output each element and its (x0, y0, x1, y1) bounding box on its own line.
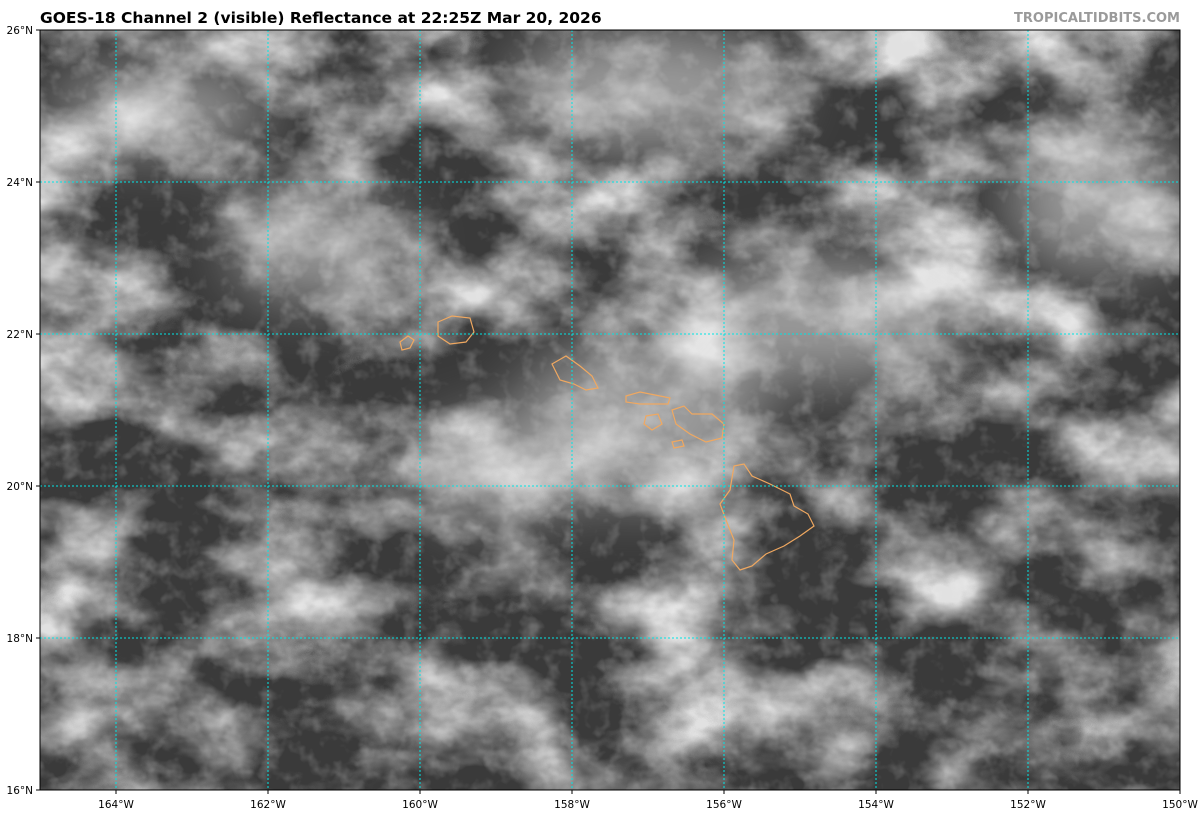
map-frame (39, 29, 1181, 791)
lon-tick-label: 158°W (554, 799, 590, 811)
graticule (40, 30, 1180, 790)
lon-tick-label: 164°W (98, 799, 134, 811)
axis-ticks: 164°W 162°W 160°W 158°W 156°W 154°W 152°W 150°W… (7, 25, 1199, 811)
lat-tick-label: 16°N (7, 785, 33, 797)
coastline-niihau (399, 335, 415, 351)
satellite-imagery (40, 30, 1180, 790)
lat-tick-label: 18°N (7, 633, 33, 645)
coastlines (399, 315, 815, 571)
coastline-maui (671, 405, 725, 443)
lat-tick-label: 26°N (7, 25, 33, 37)
lon-tick-label: 156°W (706, 799, 742, 811)
coastline-oahu (551, 355, 599, 391)
coastline-hawaii (719, 463, 815, 571)
lon-tick-label: 150°W (1162, 799, 1198, 811)
coastline-kahoolawe (671, 439, 685, 449)
coastline-kauai (437, 315, 475, 345)
lon-tick-label: 154°W (858, 799, 894, 811)
lat-tick-label: 24°N (7, 177, 33, 189)
coastline-molokai (625, 391, 671, 405)
coastline-lanai (643, 413, 663, 431)
lon-tick-label: 160°W (402, 799, 438, 811)
lon-tick-label: 162°W (250, 799, 286, 811)
credit-watermark: TROPICALTIDBITS.COM (1014, 11, 1180, 26)
map-title: GOES-18 Channel 2 (visible) Reflectance … (40, 9, 602, 27)
lon-tick-label: 152°W (1010, 799, 1046, 811)
lat-tick-label: 22°N (7, 329, 33, 341)
lat-tick-label: 20°N (7, 481, 33, 493)
